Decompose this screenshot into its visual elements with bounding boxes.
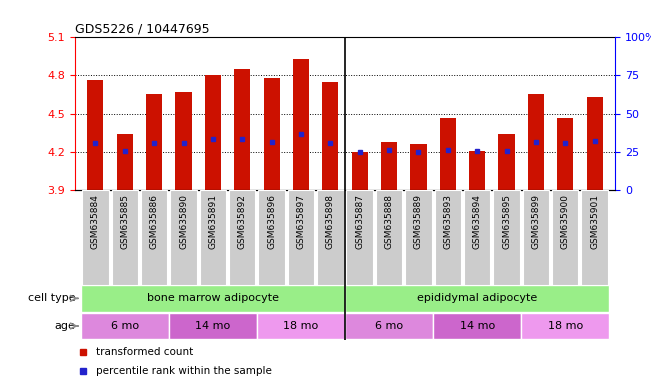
Bar [557, 118, 574, 190]
Text: GSM635901: GSM635901 [590, 194, 599, 249]
Text: percentile rank within the sample: percentile rank within the sample [96, 366, 272, 376]
Bar [439, 118, 456, 190]
Bar [322, 82, 339, 190]
Text: GSM635884: GSM635884 [91, 194, 100, 249]
Text: GDS5226 / 10447695: GDS5226 / 10447695 [75, 23, 210, 36]
Bar [381, 142, 397, 190]
FancyBboxPatch shape [81, 313, 169, 339]
Text: 14 mo: 14 mo [195, 321, 230, 331]
FancyBboxPatch shape [257, 313, 345, 339]
FancyBboxPatch shape [552, 190, 579, 285]
FancyBboxPatch shape [523, 190, 549, 285]
FancyBboxPatch shape [229, 190, 255, 285]
Text: GSM635890: GSM635890 [179, 194, 188, 249]
Text: epididymal adipocyte: epididymal adipocyte [417, 293, 537, 303]
FancyBboxPatch shape [171, 190, 197, 285]
FancyBboxPatch shape [435, 190, 461, 285]
FancyBboxPatch shape [81, 285, 345, 312]
Text: GSM635886: GSM635886 [150, 194, 159, 249]
Bar [234, 69, 251, 190]
Text: 18 mo: 18 mo [547, 321, 583, 331]
FancyBboxPatch shape [317, 190, 344, 285]
FancyBboxPatch shape [405, 190, 432, 285]
FancyBboxPatch shape [288, 190, 314, 285]
Bar [293, 59, 309, 190]
Bar [87, 80, 104, 190]
Text: GSM635897: GSM635897 [296, 194, 305, 249]
Bar [175, 92, 191, 190]
FancyBboxPatch shape [464, 190, 490, 285]
Bar [528, 94, 544, 190]
FancyBboxPatch shape [345, 313, 433, 339]
Bar [352, 152, 368, 190]
Bar [264, 78, 280, 190]
Text: GSM635892: GSM635892 [238, 194, 247, 249]
Bar [469, 151, 485, 190]
Bar [146, 94, 162, 190]
FancyBboxPatch shape [258, 190, 285, 285]
Text: 14 mo: 14 mo [460, 321, 495, 331]
Text: GSM635889: GSM635889 [414, 194, 423, 249]
Text: GSM635900: GSM635900 [561, 194, 570, 249]
Text: GSM635899: GSM635899 [531, 194, 540, 249]
FancyBboxPatch shape [111, 190, 138, 285]
Text: 6 mo: 6 mo [111, 321, 139, 331]
FancyBboxPatch shape [346, 190, 373, 285]
FancyBboxPatch shape [82, 190, 109, 285]
FancyBboxPatch shape [200, 190, 226, 285]
Text: GSM635888: GSM635888 [385, 194, 394, 249]
Text: GSM635887: GSM635887 [355, 194, 364, 249]
Text: 6 mo: 6 mo [375, 321, 403, 331]
FancyBboxPatch shape [376, 190, 402, 285]
FancyBboxPatch shape [493, 190, 519, 285]
Text: 18 mo: 18 mo [283, 321, 318, 331]
Bar [587, 97, 603, 190]
Bar [499, 134, 515, 190]
Text: transformed count: transformed count [96, 347, 194, 357]
Text: bone marrow adipocyte: bone marrow adipocyte [147, 293, 279, 303]
Text: cell type: cell type [28, 293, 76, 303]
Text: GSM635896: GSM635896 [267, 194, 276, 249]
Text: GSM635895: GSM635895 [502, 194, 511, 249]
FancyBboxPatch shape [521, 313, 609, 339]
FancyBboxPatch shape [169, 313, 257, 339]
FancyBboxPatch shape [345, 285, 609, 312]
FancyBboxPatch shape [581, 190, 608, 285]
Text: GSM635894: GSM635894 [473, 194, 482, 249]
Bar [205, 75, 221, 190]
Text: age: age [55, 321, 76, 331]
FancyBboxPatch shape [433, 313, 521, 339]
Text: GSM635898: GSM635898 [326, 194, 335, 249]
Text: GSM635885: GSM635885 [120, 194, 130, 249]
Text: GSM635893: GSM635893 [443, 194, 452, 249]
Bar [410, 144, 426, 190]
Text: GSM635891: GSM635891 [208, 194, 217, 249]
FancyBboxPatch shape [141, 190, 167, 285]
Bar [117, 134, 133, 190]
